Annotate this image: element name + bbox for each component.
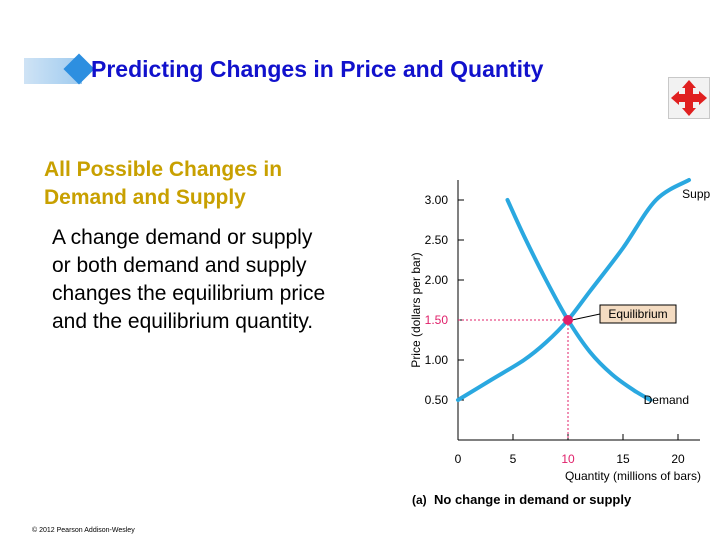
y-tick-label: 2.00 <box>425 273 449 287</box>
x-tick-label: 15 <box>616 452 630 466</box>
plot-area: 0.50 1.00 1.50 2.00 2.50 3.00 0 5 10 15 20 Supply De… <box>425 178 710 466</box>
supply-demand-chart: 0.50 1.00 1.50 2.00 2.50 3.00 0 5 10 15 20 Supply De… <box>409 178 710 507</box>
x-axis-label: Quantity (millions of bars) <box>565 469 701 483</box>
demand-curve <box>456 178 691 402</box>
equilibrium-label: Equilibrium <box>608 307 667 321</box>
title-bar: Predicting Changes in Price and Quantity <box>24 52 664 88</box>
y-tick-label: 1.50 <box>425 313 449 327</box>
slide-body-text: A change demand or supply or both demand… <box>52 226 326 333</box>
supply-label: Supply <box>682 187 710 201</box>
equilibrium-point <box>563 315 573 325</box>
y-axis-label: Price (dollars per bar) <box>409 252 423 367</box>
x-tick-label: 10 <box>561 452 575 466</box>
y-tick-label: 2.50 <box>425 233 449 247</box>
supply-curve <box>505 198 653 402</box>
demand-label: Demand <box>644 393 689 407</box>
four-arrows-icon <box>671 80 707 116</box>
caption-prefix: (a) <box>412 493 427 507</box>
equilibrium-callout-box <box>599 304 677 324</box>
y-tick-label: 0.50 <box>425 393 449 407</box>
slide-subtitle: All Possible Changes in Demand and Suppl… <box>44 158 283 209</box>
y-tick-label: 1.00 <box>425 353 449 367</box>
x-tick-label: 0 <box>455 452 462 466</box>
slide-title: Predicting Changes in Price and Quantity <box>91 56 544 82</box>
navigation-button[interactable] <box>668 77 710 119</box>
x-tick-label: 5 <box>510 452 517 466</box>
y-tick-label: 3.00 <box>425 193 449 207</box>
x-tick-label: 20 <box>671 452 685 466</box>
equilibrium-callout-line <box>571 313 601 321</box>
copyright-notice: © 2012 Pearson Addison-Wesley <box>32 527 135 534</box>
chart-caption: No change in demand or supply <box>434 492 632 507</box>
